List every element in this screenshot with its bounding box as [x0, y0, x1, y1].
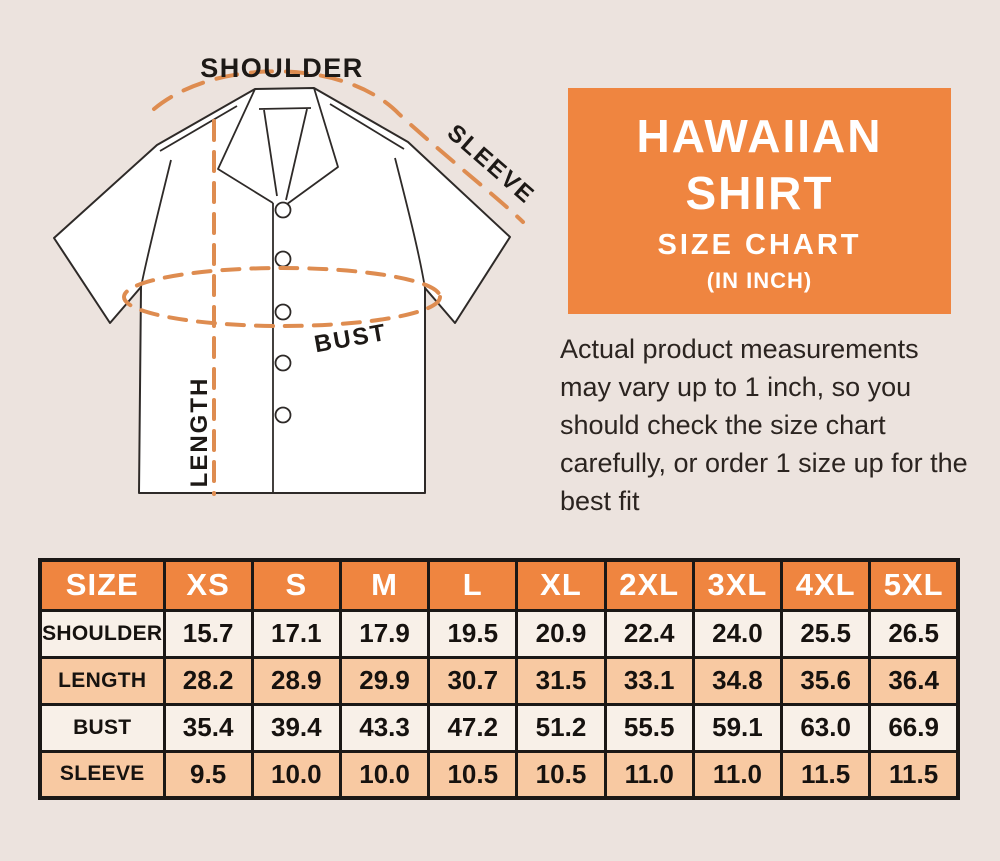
size-table: SIZE XS S M L XL 2XL 3XL 4XL 5XL SHOULDE…: [38, 558, 960, 800]
sleeve-value-4xl: 11.5: [780, 749, 872, 800]
bust-value-xl: 51.2: [515, 702, 607, 753]
row-label-sleeve: SLEEVE: [38, 749, 166, 800]
sleeve-value-2xl: 11.0: [603, 749, 695, 800]
table-header-row: SIZE XS S M L XL 2XL 3XL 4XL 5XL: [38, 558, 960, 612]
length-value-2xl: 33.1: [603, 655, 695, 706]
shirt-measurement-diagram: SHOULDER SLEEVE BUST LENGTH: [0, 0, 560, 525]
table-row-shoulder: SHOULDER 15.7 17.1 17.9 19.5 20.9 22.4 2…: [38, 608, 960, 659]
column-header-xs: XS: [162, 558, 254, 612]
column-header-l: L: [427, 558, 519, 612]
column-header-4xl: 4XL: [780, 558, 872, 612]
button-1: [274, 201, 292, 219]
bust-value-2xl: 55.5: [603, 702, 695, 753]
shoulder-value-2xl: 22.4: [603, 608, 695, 659]
button-3: [274, 303, 292, 321]
bust-value-xs: 35.4: [162, 702, 254, 753]
sleeve-value-m: 10.0: [338, 749, 431, 800]
button-5: [274, 406, 292, 424]
title-line-1: HAWAIIAN: [636, 110, 883, 162]
length-value-3xl: 34.8: [691, 655, 784, 706]
sleeve-value-5xl: 11.5: [868, 749, 960, 800]
shoulder-value-3xl: 24.0: [691, 608, 784, 659]
length-label: LENGTH: [186, 377, 213, 488]
column-header-3xl: 3XL: [691, 558, 784, 612]
shoulder-sleeve-measure-line: [152, 69, 525, 224]
table-row-sleeve: SLEEVE 9.5 10.0 10.0 10.5 10.5 11.0 11.0…: [38, 749, 960, 800]
bust-measure-line: [122, 266, 442, 328]
bust-value-4xl: 63.0: [780, 702, 872, 753]
shoulder-value-xs: 15.7: [162, 608, 254, 659]
collar: [217, 87, 339, 208]
sleeve-value-xl: 10.5: [515, 749, 607, 800]
length-value-s: 28.9: [250, 655, 342, 706]
shoulder-value-m: 17.9: [338, 608, 431, 659]
sleeve-value-3xl: 11.0: [691, 749, 784, 800]
column-header-m: M: [338, 558, 431, 612]
title-subtitle: SIZE CHART: [657, 229, 862, 261]
left-yoke-seam: [159, 105, 238, 152]
title-line-2: SHIRT: [685, 167, 834, 219]
shoulder-label: SHOULDER: [200, 53, 364, 83]
bust-value-3xl: 59.1: [691, 702, 784, 753]
column-header-5xl: 5XL: [868, 558, 960, 612]
button-2: [274, 250, 292, 268]
shoulder-value-4xl: 25.5: [780, 608, 872, 659]
bust-value-s: 39.4: [250, 702, 342, 753]
sleeve-value-s: 10.0: [250, 749, 342, 800]
column-header-s: S: [250, 558, 342, 612]
column-header-2xl: 2XL: [603, 558, 695, 612]
table-row-length: LENGTH 28.2 28.9 29.9 30.7 31.5 33.1 34.…: [38, 655, 960, 706]
bust-value-5xl: 66.9: [868, 702, 960, 753]
sleeve-value-l: 10.5: [427, 749, 519, 800]
title-unit: (IN INCH): [706, 268, 813, 293]
sleeve-value-xs: 9.5: [162, 749, 254, 800]
button-4: [274, 354, 292, 372]
right-yoke-seam: [329, 103, 405, 150]
length-value-4xl: 35.6: [780, 655, 872, 706]
shoulder-value-xl: 20.9: [515, 608, 607, 659]
description-text: Actual product measurements may vary up …: [560, 334, 968, 516]
shoulder-value-5xl: 26.5: [868, 608, 960, 659]
bust-value-l: 47.2: [427, 702, 519, 753]
row-label-bust: BUST: [38, 702, 166, 753]
shirt-diagram-svg: SHOULDER SLEEVE BUST LENGTH: [53, 53, 540, 496]
shirt-outline: [53, 87, 511, 494]
length-value-xl: 31.5: [515, 655, 607, 706]
row-label-shoulder: SHOULDER: [38, 608, 166, 659]
right-armhole-seam: [394, 157, 426, 289]
left-armhole-seam: [140, 159, 172, 288]
table-row-bust: BUST 35.4 39.4 43.3 47.2 51.2 55.5 59.1 …: [38, 702, 960, 753]
shoulder-value-s: 17.1: [250, 608, 342, 659]
length-value-xs: 28.2: [162, 655, 254, 706]
length-value-m: 29.9: [338, 655, 431, 706]
title-card: HAWAIIAN SHIRT SIZE CHART (IN INCH): [568, 88, 951, 314]
bust-value-m: 43.3: [338, 702, 431, 753]
length-value-5xl: 36.4: [868, 655, 960, 706]
length-value-l: 30.7: [427, 655, 519, 706]
column-header-size: SIZE: [38, 558, 166, 612]
column-header-xl: XL: [515, 558, 607, 612]
shoulder-value-l: 19.5: [427, 608, 519, 659]
row-label-length: LENGTH: [38, 655, 166, 706]
